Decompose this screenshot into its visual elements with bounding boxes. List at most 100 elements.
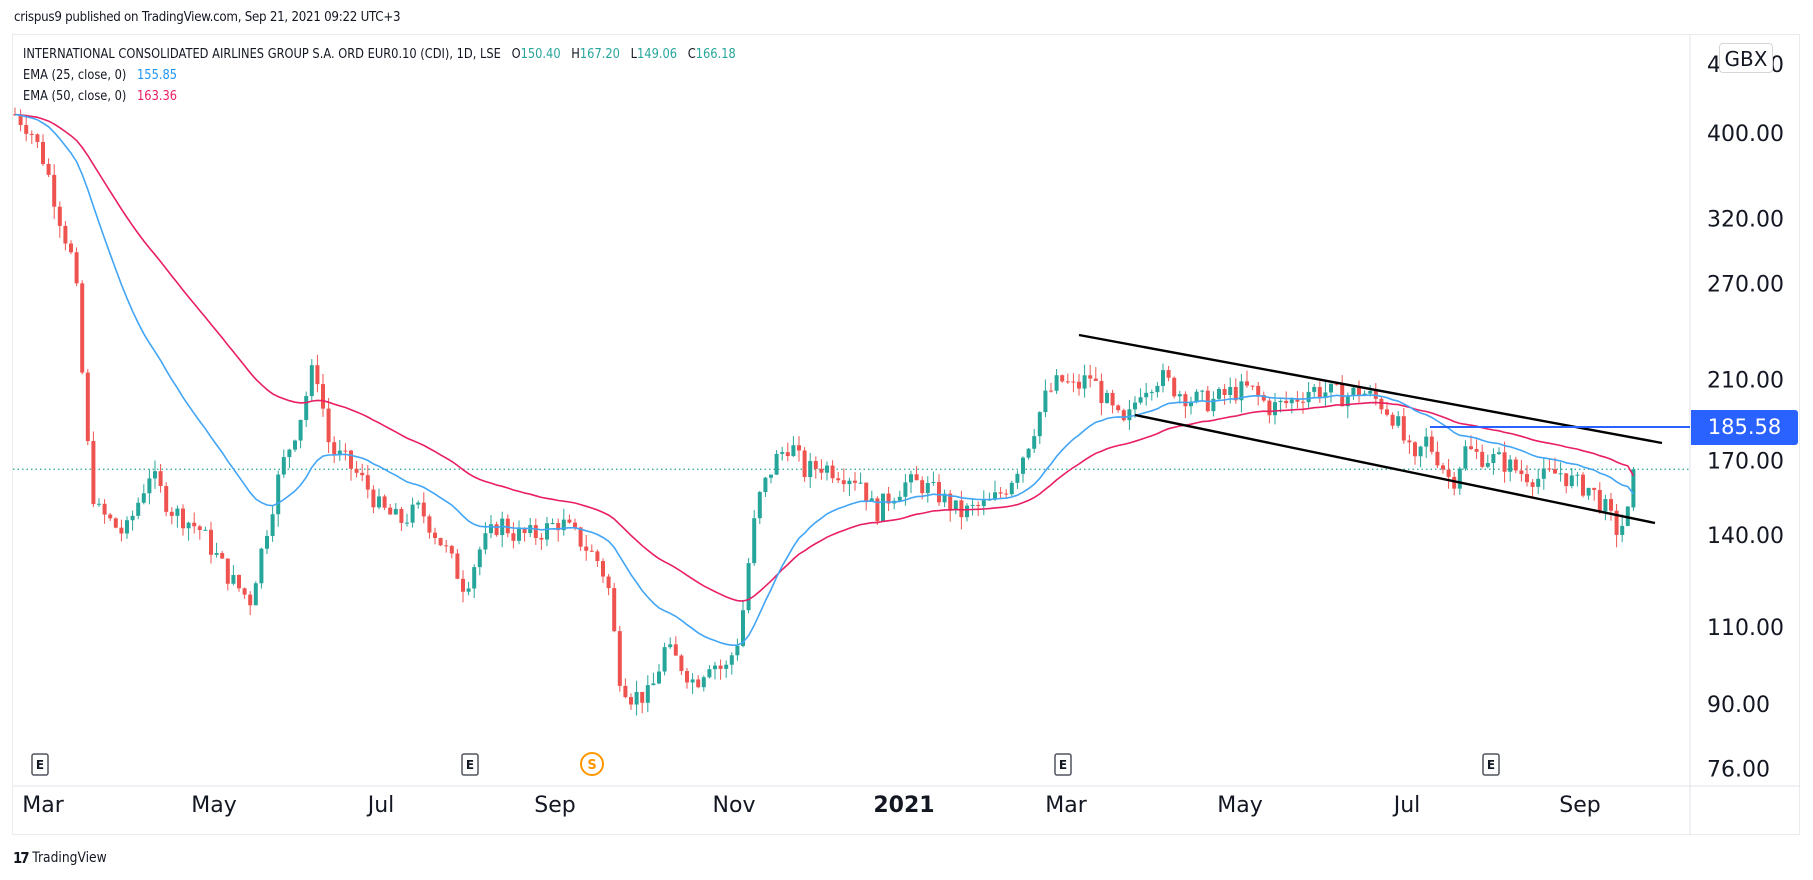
candle bbox=[192, 512, 197, 534]
candle bbox=[1301, 392, 1305, 414]
candle bbox=[662, 642, 667, 676]
candle bbox=[1004, 489, 1009, 498]
candle bbox=[1071, 373, 1076, 393]
candle bbox=[393, 502, 398, 515]
price-tick: 170.00 bbox=[1707, 450, 1784, 475]
candle bbox=[1015, 470, 1020, 490]
candle bbox=[858, 472, 863, 484]
candle bbox=[382, 494, 387, 511]
price-tick: 210.00 bbox=[1707, 369, 1784, 394]
tradingview-brand: TradingView bbox=[32, 850, 107, 866]
candle bbox=[113, 517, 118, 529]
candle bbox=[1133, 396, 1137, 418]
candle bbox=[332, 436, 337, 463]
candle bbox=[769, 474, 773, 484]
low-value: 149.06 bbox=[637, 47, 678, 62]
candle bbox=[91, 431, 96, 508]
candle bbox=[1261, 391, 1266, 403]
candle bbox=[522, 527, 527, 542]
time-axis[interactable]: Mar May Jul Sep Nov 2021 Mar May Jul Sep bbox=[22, 793, 1600, 818]
price-axis[interactable]: 400.00 320.00 270.00 210.00 170.00 140.00 110.… bbox=[1707, 53, 1784, 783]
earnings-event-icon[interactable]: E bbox=[461, 753, 479, 776]
candle bbox=[1054, 368, 1059, 394]
candle bbox=[1077, 373, 1081, 396]
candle bbox=[533, 518, 538, 545]
ema50-legend[interactable]: EMA (50, close, 0) 163.36 bbox=[23, 86, 736, 107]
candle bbox=[225, 558, 230, 591]
earnings-event-icon[interactable]: E bbox=[1482, 753, 1500, 776]
candle bbox=[1032, 428, 1037, 453]
candle bbox=[729, 652, 734, 675]
candle bbox=[1564, 473, 1569, 494]
candle bbox=[993, 480, 997, 501]
candle bbox=[449, 544, 454, 559]
candle bbox=[309, 359, 314, 402]
candle bbox=[158, 463, 163, 493]
candle bbox=[365, 465, 370, 499]
candle bbox=[1082, 364, 1087, 398]
high-value: 167.20 bbox=[579, 47, 620, 62]
candle bbox=[102, 499, 107, 524]
candle bbox=[791, 436, 796, 458]
candle bbox=[1211, 391, 1216, 417]
earnings-event-icon[interactable]: E bbox=[1054, 753, 1072, 776]
close-value: 166.18 bbox=[695, 47, 736, 62]
candle bbox=[735, 638, 740, 661]
candle bbox=[774, 450, 779, 476]
candle bbox=[1463, 440, 1468, 471]
candle bbox=[1306, 382, 1311, 408]
candle bbox=[354, 461, 359, 478]
candle bbox=[1396, 411, 1401, 428]
candle bbox=[444, 539, 449, 553]
candle bbox=[701, 675, 706, 692]
candle bbox=[601, 558, 605, 583]
candle bbox=[164, 482, 169, 517]
split-event-icon[interactable]: S bbox=[580, 752, 604, 776]
candles bbox=[13, 107, 1636, 716]
earnings-event-icon[interactable]: E bbox=[31, 753, 49, 776]
candle bbox=[1603, 494, 1608, 521]
upper-trendline[interactable] bbox=[1078, 333, 1663, 445]
candle bbox=[629, 693, 633, 710]
open-value: 150.40 bbox=[520, 47, 561, 62]
time-tick: Sep bbox=[1559, 793, 1600, 818]
candle bbox=[1586, 487, 1591, 500]
candle bbox=[153, 460, 157, 489]
candle bbox=[461, 570, 465, 603]
candle bbox=[108, 512, 113, 522]
candle bbox=[321, 373, 325, 417]
candle bbox=[763, 476, 768, 497]
candle bbox=[1351, 386, 1356, 400]
candle bbox=[175, 505, 180, 528]
svg-text:S: S bbox=[587, 758, 596, 773]
candle bbox=[1609, 492, 1613, 521]
tradingview-logo[interactable]: 17 TradingView bbox=[13, 849, 107, 867]
candle bbox=[617, 625, 622, 692]
candle bbox=[1233, 378, 1238, 404]
candle bbox=[673, 636, 678, 656]
candle bbox=[897, 490, 902, 502]
candle bbox=[326, 398, 331, 454]
candle bbox=[1597, 482, 1602, 514]
candle bbox=[713, 661, 717, 680]
candle bbox=[942, 489, 947, 508]
candle bbox=[1183, 391, 1188, 419]
candle bbox=[433, 527, 437, 545]
candle bbox=[304, 391, 309, 427]
low-label: L bbox=[630, 47, 638, 62]
candle bbox=[1413, 441, 1417, 465]
candle bbox=[853, 472, 857, 491]
candle bbox=[136, 497, 141, 520]
time-tick: May bbox=[1217, 793, 1262, 818]
ema25-legend[interactable]: EMA (25, close, 0) 155.85 bbox=[23, 65, 736, 86]
candle bbox=[427, 514, 432, 539]
candle bbox=[1127, 399, 1132, 431]
currency-badge[interactable]: GBX bbox=[1719, 43, 1773, 73]
candle bbox=[315, 354, 320, 393]
candle bbox=[97, 498, 101, 507]
lower-trendline[interactable] bbox=[1134, 413, 1656, 525]
candle bbox=[567, 514, 572, 524]
symbol-row: INTERNATIONAL CONSOLIDATED AIRLINES GROU… bbox=[23, 44, 736, 65]
